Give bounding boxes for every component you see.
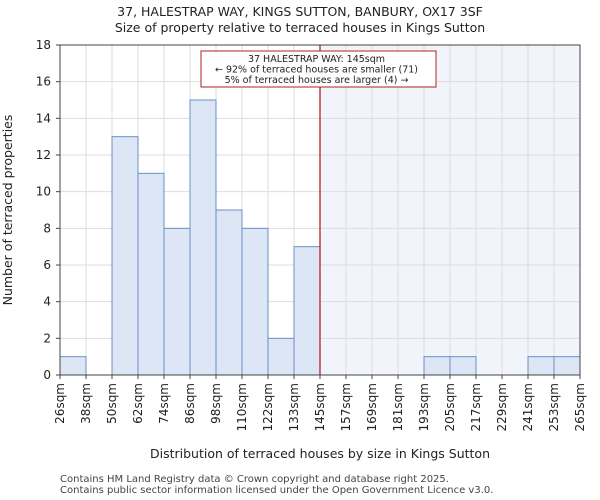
x-tick-label: 169sqm <box>365 383 379 431</box>
y-tick-label: 14 <box>36 111 51 125</box>
x-tick-label: 86sqm <box>183 383 197 424</box>
chart-title-address: 37, HALESTRAP WAY, KINGS SUTTON, BANBURY… <box>117 4 483 19</box>
x-tick-label: 193sqm <box>417 383 431 431</box>
x-tick-label: 122sqm <box>261 383 275 431</box>
x-tick-label: 50sqm <box>105 383 119 424</box>
y-tick-label: 6 <box>43 258 51 272</box>
y-axis-label: Number of terraced properties <box>0 115 15 306</box>
x-tick-label: 229sqm <box>495 383 509 431</box>
x-tick-label: 110sqm <box>235 383 249 431</box>
footer-line-1: Contains HM Land Registry data © Crown c… <box>60 474 449 485</box>
histogram-bar <box>423 356 451 376</box>
histogram-bar <box>189 99 217 376</box>
histogram-bar <box>553 356 581 376</box>
x-tick-label: 62sqm <box>131 383 145 424</box>
histogram-bar <box>215 209 243 376</box>
histogram-bar <box>241 227 269 376</box>
x-tick-label: 26sqm <box>53 383 67 424</box>
y-tick-label: 12 <box>36 148 51 162</box>
x-tick-label: 133sqm <box>287 383 301 431</box>
x-tick-label: 145sqm <box>313 383 327 431</box>
histogram-bar <box>111 136 139 376</box>
x-axis-label: Distribution of terraced houses by size … <box>149 446 490 461</box>
y-tick-label: 8 <box>43 221 51 235</box>
x-tick-label: 241sqm <box>521 383 535 431</box>
x-tick-label: 217sqm <box>469 383 483 431</box>
y-tick-label: 10 <box>36 185 51 199</box>
x-tick-label: 98sqm <box>209 383 223 424</box>
y-tick-label: 2 <box>43 331 51 345</box>
x-tick-label: 38sqm <box>79 383 93 424</box>
histogram-bar <box>449 356 477 376</box>
annotation-line: ← 92% of terraced houses are smaller (71… <box>215 65 418 76</box>
histogram-bar <box>267 337 295 376</box>
histogram-bar <box>293 246 321 376</box>
histogram-bar <box>527 356 555 376</box>
y-tick-label: 4 <box>43 295 51 309</box>
x-tick-label: 253sqm <box>547 383 561 431</box>
histogram-bar <box>163 227 191 376</box>
histogram-bar <box>59 356 87 376</box>
x-tick-label: 181sqm <box>391 383 405 431</box>
histogram-bar <box>137 172 165 376</box>
x-tick-label: 74sqm <box>157 383 171 424</box>
chart-title: Size of property relative to terraced ho… <box>114 20 486 35</box>
footer-line-2: Contains public sector information licen… <box>60 485 494 496</box>
x-tick-label: 205sqm <box>443 383 457 431</box>
x-tick-label: 265sqm <box>573 383 587 431</box>
annotation-box <box>200 50 437 88</box>
y-tick-label: 0 <box>43 368 51 382</box>
y-tick-label: 16 <box>36 75 51 89</box>
x-tick-label: 157sqm <box>339 383 353 431</box>
annotation-line: 37 HALESTRAP WAY: 145sqm <box>248 54 385 65</box>
annotation-line: 5% of terraced houses are larger (4) → <box>225 75 409 86</box>
y-tick-label: 18 <box>36 38 51 52</box>
